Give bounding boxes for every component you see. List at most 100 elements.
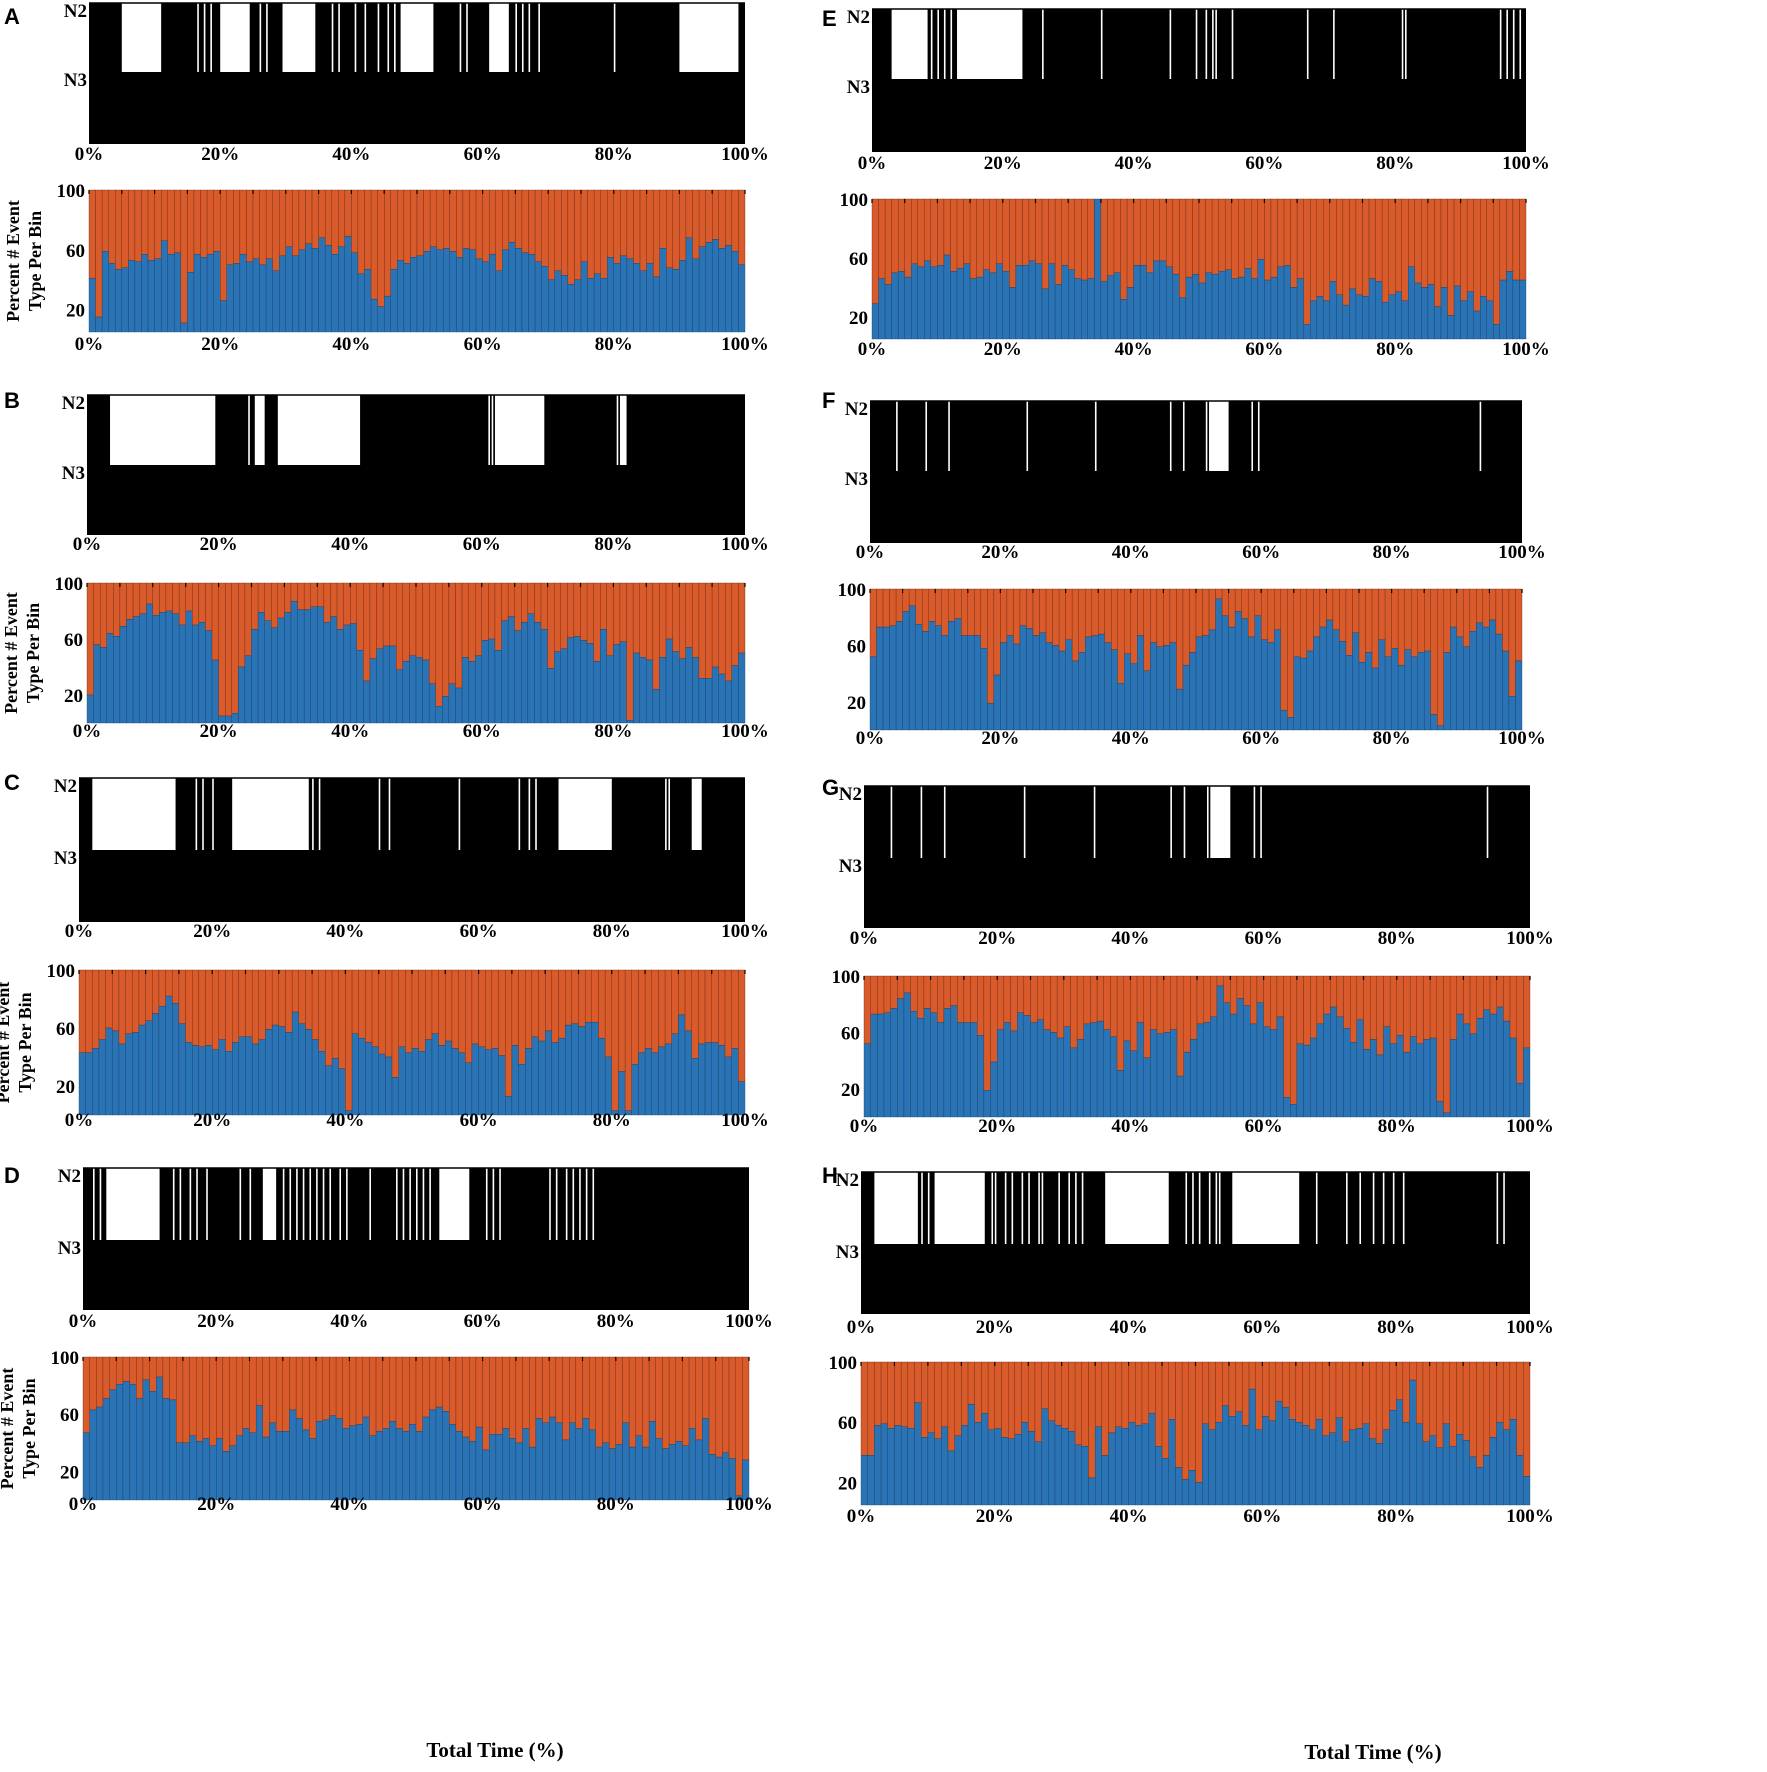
hypnogram-body (864, 786, 1530, 928)
lower-bar-23 (1017, 1012, 1025, 1118)
lower-bar-77 (591, 1022, 599, 1116)
ratio-y-tick-0: 20 (841, 1080, 860, 1101)
upper-bar-68 (534, 189, 542, 262)
upper-bar-67 (528, 189, 536, 255)
ratio-x-tick-0: 0% (847, 1506, 876, 1527)
upper-bar-87 (658, 969, 666, 1048)
upper-bar-37 (330, 582, 338, 617)
lower-bar-79 (1388, 294, 1396, 340)
lower-bar-61 (488, 638, 496, 724)
upper-bar-20 (1000, 588, 1008, 643)
lower-bar-97 (725, 680, 733, 724)
lower-bar-57 (1243, 1005, 1251, 1118)
upper-bar-86 (651, 969, 659, 1053)
upper-bar-21 (1001, 1361, 1009, 1438)
lower-bar-2 (874, 1425, 882, 1506)
lower-bar-64 (509, 1438, 517, 1501)
upper-bar-37 (1110, 975, 1118, 1037)
hypnogram-x-tick-1: 20% (978, 928, 1016, 949)
lower-bar-26 (1039, 632, 1047, 731)
upper-bar-1 (867, 1361, 875, 1456)
upper-bar-90 (1462, 1361, 1470, 1441)
ratio-y-label-line1: Percent # Event (1, 592, 21, 714)
n3-transition-10 (289, 1168, 292, 1240)
n3-transition-12 (668, 778, 671, 850)
upper-bar-97 (1509, 1361, 1517, 1420)
lower-bar-56 (455, 1431, 463, 1501)
n3-transition-9 (1260, 786, 1262, 858)
upper-bar-9 (142, 1356, 150, 1381)
upper-bar-10 (930, 975, 938, 1013)
upper-bar-93 (1476, 588, 1484, 624)
lower-bar-99 (738, 652, 746, 724)
lower-bar-81 (1401, 300, 1409, 340)
ratio-y-tick-2: 100 (832, 967, 861, 988)
lower-bar-99 (1515, 660, 1523, 731)
upper-bar-26 (255, 1356, 263, 1406)
lower-bar-84 (638, 1052, 646, 1116)
lower-bar-61 (489, 1434, 497, 1501)
n3-interval-0 (121, 3, 162, 72)
upper-bar-1 (95, 189, 103, 318)
lower-bar-51 (423, 251, 431, 333)
upper-bar-87 (1440, 198, 1448, 288)
lower-bar-71 (554, 270, 562, 333)
upper-bar-37 (331, 189, 339, 255)
upper-bar-19 (209, 1356, 217, 1446)
lower-bar-44 (377, 306, 385, 333)
upper-bar-67 (529, 1356, 537, 1448)
lower-bar-97 (725, 245, 733, 333)
lower-bar-82 (1409, 1036, 1417, 1118)
upper-bar-24 (242, 1356, 250, 1429)
upper-bar-23 (238, 582, 246, 668)
ratio-x-tick-4: 80% (1373, 728, 1411, 749)
upper-bar-59 (1256, 975, 1264, 1003)
lower-bar-57 (458, 1052, 466, 1116)
panel-letter-a: A (4, 4, 20, 29)
lower-bar-27 (1041, 1408, 1049, 1506)
upper-bar-99 (1515, 588, 1523, 662)
lower-bar-93 (1476, 622, 1484, 731)
upper-bar-65 (514, 582, 522, 631)
upper-bar-0 (88, 189, 96, 279)
lower-bar-27 (265, 258, 273, 333)
upper-bar-82 (624, 969, 632, 1111)
lower-bar-12 (950, 271, 958, 340)
n3-transition-12 (1075, 1172, 1077, 1244)
ratio-y-label-line1: Percent # Event (0, 1368, 17, 1490)
upper-bar-46 (1170, 975, 1178, 1030)
lower-bar-65 (511, 1045, 519, 1116)
lower-bar-93 (1482, 1455, 1491, 1506)
upper-bar-6 (128, 189, 136, 261)
ratio-x-tick-5: 100% (1498, 728, 1546, 749)
ratio-x-tick-2: 40% (326, 1110, 364, 1131)
ratio-x-tick-0: 0% (65, 1110, 94, 1131)
lower-bar-68 (1315, 1419, 1323, 1506)
upper-bar-88 (1449, 1361, 1457, 1447)
lower-bar-95 (711, 666, 719, 724)
lower-bar-65 (1296, 1043, 1304, 1118)
lower-bar-24 (246, 261, 254, 333)
upper-bar-75 (1363, 975, 1371, 1050)
upper-bar-27 (264, 582, 272, 621)
lower-bar-53 (435, 706, 443, 724)
lower-bar-14 (957, 1022, 965, 1118)
lower-bar-45 (382, 1428, 390, 1501)
lower-bar-5 (894, 1425, 902, 1506)
upper-bar-23 (1017, 975, 1025, 1013)
lower-bar-91 (1469, 1033, 1477, 1118)
lower-bar-89 (672, 651, 680, 724)
lower-bar-6 (126, 619, 134, 724)
ratio-x-tick-3: 60% (1243, 1506, 1281, 1527)
upper-bar-83 (1410, 588, 1418, 657)
lower-bar-3 (98, 1039, 106, 1116)
lower-bar-29 (1056, 1037, 1064, 1118)
lower-bar-54 (442, 1411, 450, 1501)
upper-bar-39 (1123, 975, 1131, 1042)
upper-bar-19 (211, 582, 219, 661)
lower-bar-19 (211, 659, 219, 724)
n3-transition-7 (1206, 786, 1209, 858)
upper-bar-49 (1190, 975, 1198, 1040)
upper-bar-94 (704, 969, 712, 1043)
n3-transition-7 (1195, 9, 1198, 79)
